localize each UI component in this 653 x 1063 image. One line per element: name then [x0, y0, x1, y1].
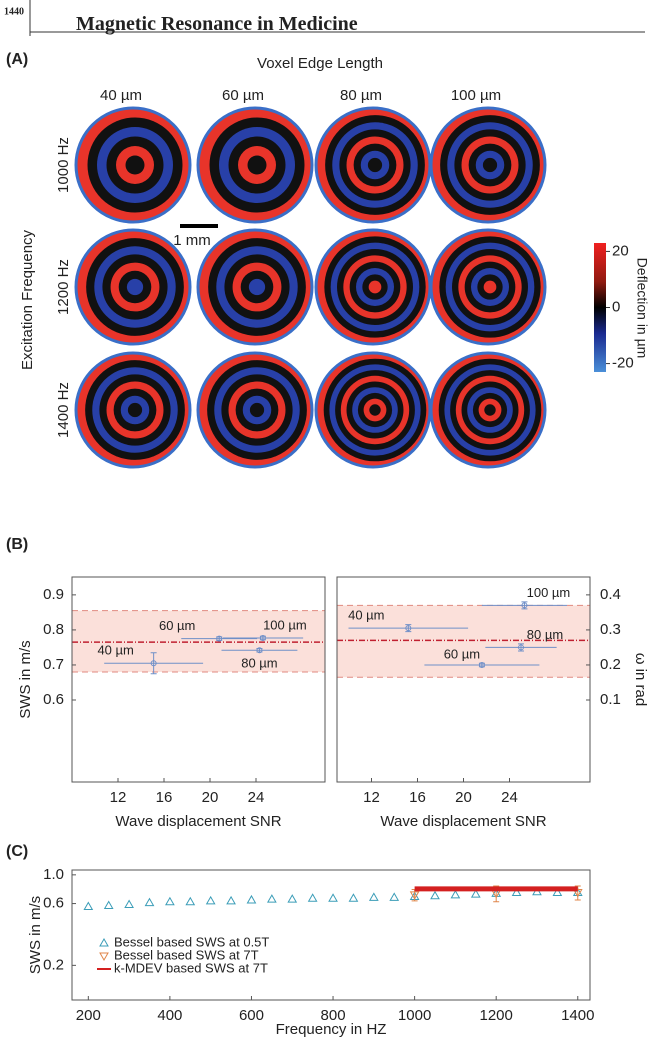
column-label: 100 µm: [451, 87, 501, 104]
point-marker: [288, 895, 296, 902]
point-marker: [349, 894, 357, 901]
point-marker: [390, 893, 398, 900]
y-tick-label: 0.4: [600, 586, 621, 603]
point-marker: [145, 899, 153, 906]
y-axis-title: SWS in m/s: [27, 896, 44, 974]
wave-ring: [126, 156, 145, 175]
point-label: 80 µm: [527, 627, 563, 642]
point-marker: [166, 898, 174, 905]
x-tick-label: 1000: [398, 1007, 431, 1024]
point-marker: [207, 897, 215, 904]
x-tick-label: 16: [156, 789, 173, 806]
colorbar-label: Deflection in µm: [634, 258, 650, 359]
y-axis-title: SWS in m/s: [17, 640, 34, 718]
legend-label: k-MDEV based SWS at 7T: [114, 960, 268, 975]
x-axis-title: Wave displacement SNR: [380, 813, 546, 830]
x-tick-label: 400: [157, 1007, 182, 1024]
point-marker: [84, 902, 92, 909]
plot-frame: [72, 577, 325, 782]
x-tick-label: 12: [363, 789, 380, 806]
y-tick-label: 0.9: [43, 586, 64, 603]
wave-ring: [128, 403, 142, 417]
y-tick-label: 0.2: [43, 956, 64, 973]
x-tick-label: 12: [110, 789, 127, 806]
colorbar-tick-label: -20: [612, 355, 634, 372]
x-axis-title: Wave displacement SNR: [115, 813, 281, 830]
x-tick-label: 600: [239, 1007, 264, 1024]
wave-ring: [483, 158, 497, 172]
colorbar-tick-label: 20: [612, 242, 629, 259]
colorbar-tick-label: 0: [612, 298, 620, 315]
point-label: 60 µm: [444, 646, 480, 661]
y-tick-label: 0.6: [43, 691, 64, 708]
panel-label: (C): [6, 843, 28, 860]
point-label: 100 µm: [527, 585, 571, 600]
x-tick-label: 24: [501, 789, 518, 806]
scale-bar-label: 1 mm: [173, 232, 211, 249]
x-tick-label: 200: [76, 1007, 101, 1024]
wave-ring: [484, 281, 497, 294]
y-tick-label: 0.7: [43, 656, 64, 673]
figure-page: 1440 Magnetic Resonance in Medicine (A) …: [0, 0, 653, 1063]
wave-ring: [127, 279, 143, 295]
panel-label: (A): [6, 51, 28, 68]
x-tick-label: 1200: [480, 1007, 513, 1024]
point-label: 100 µm: [263, 617, 307, 632]
point-marker: [125, 901, 133, 908]
y-tick-label: 0.3: [600, 621, 621, 638]
column-title: Voxel Edge Length: [257, 55, 383, 72]
x-tick-label: 20: [202, 789, 219, 806]
point-marker: [431, 892, 439, 899]
point-marker: [309, 894, 317, 901]
column-label: 80 µm: [340, 87, 382, 104]
point-label: 80 µm: [241, 656, 277, 671]
point-marker: [268, 895, 276, 902]
x-tick-label: 24: [248, 789, 265, 806]
y-tick-label: 0.8: [43, 621, 64, 638]
point-marker: [451, 891, 459, 898]
wave-ring: [249, 279, 265, 295]
point-marker: [370, 893, 378, 900]
page-number: 1440: [4, 6, 24, 17]
column-label: 40 µm: [100, 87, 142, 104]
wave-ring: [248, 156, 267, 175]
wave-ring: [369, 404, 380, 415]
point-label: 40 µm: [97, 643, 133, 658]
wave-ring: [250, 403, 264, 417]
x-tick-label: 1400: [561, 1007, 594, 1024]
y-tick-label: 0.2: [600, 656, 621, 673]
x-axis-title: Frequency in HZ: [276, 1021, 387, 1038]
row-title: Excitation Frequency: [19, 229, 36, 370]
row-label: 1000 Hz: [55, 137, 72, 193]
point-marker: [105, 901, 113, 908]
wave-ring: [369, 281, 382, 294]
x-tick-label: 20: [455, 789, 472, 806]
legend-swatch: [100, 939, 108, 946]
point-label: 60 µm: [159, 618, 195, 633]
wave-ring: [484, 404, 495, 415]
colorbar: [594, 243, 606, 372]
column-label: 60 µm: [222, 87, 264, 104]
point-marker: [329, 894, 337, 901]
y-tick-label: 1.0: [43, 866, 64, 883]
row-label: 1400 Hz: [55, 382, 72, 438]
legend-swatch: [100, 953, 108, 960]
row-label: 1200 Hz: [55, 259, 72, 315]
journal-title: Magnetic Resonance in Medicine: [76, 13, 358, 35]
point-marker: [247, 896, 255, 903]
y-tick-label: 0.6: [43, 895, 64, 912]
x-tick-label: 16: [409, 789, 426, 806]
point-marker: [186, 898, 194, 905]
wave-ring: [368, 158, 382, 172]
panel-label: (B): [6, 536, 28, 553]
point-label: 40 µm: [348, 608, 384, 623]
point-marker: [227, 897, 235, 904]
y-tick-label: 0.1: [600, 691, 621, 708]
y-axis-title: ω in rad: [632, 653, 649, 706]
